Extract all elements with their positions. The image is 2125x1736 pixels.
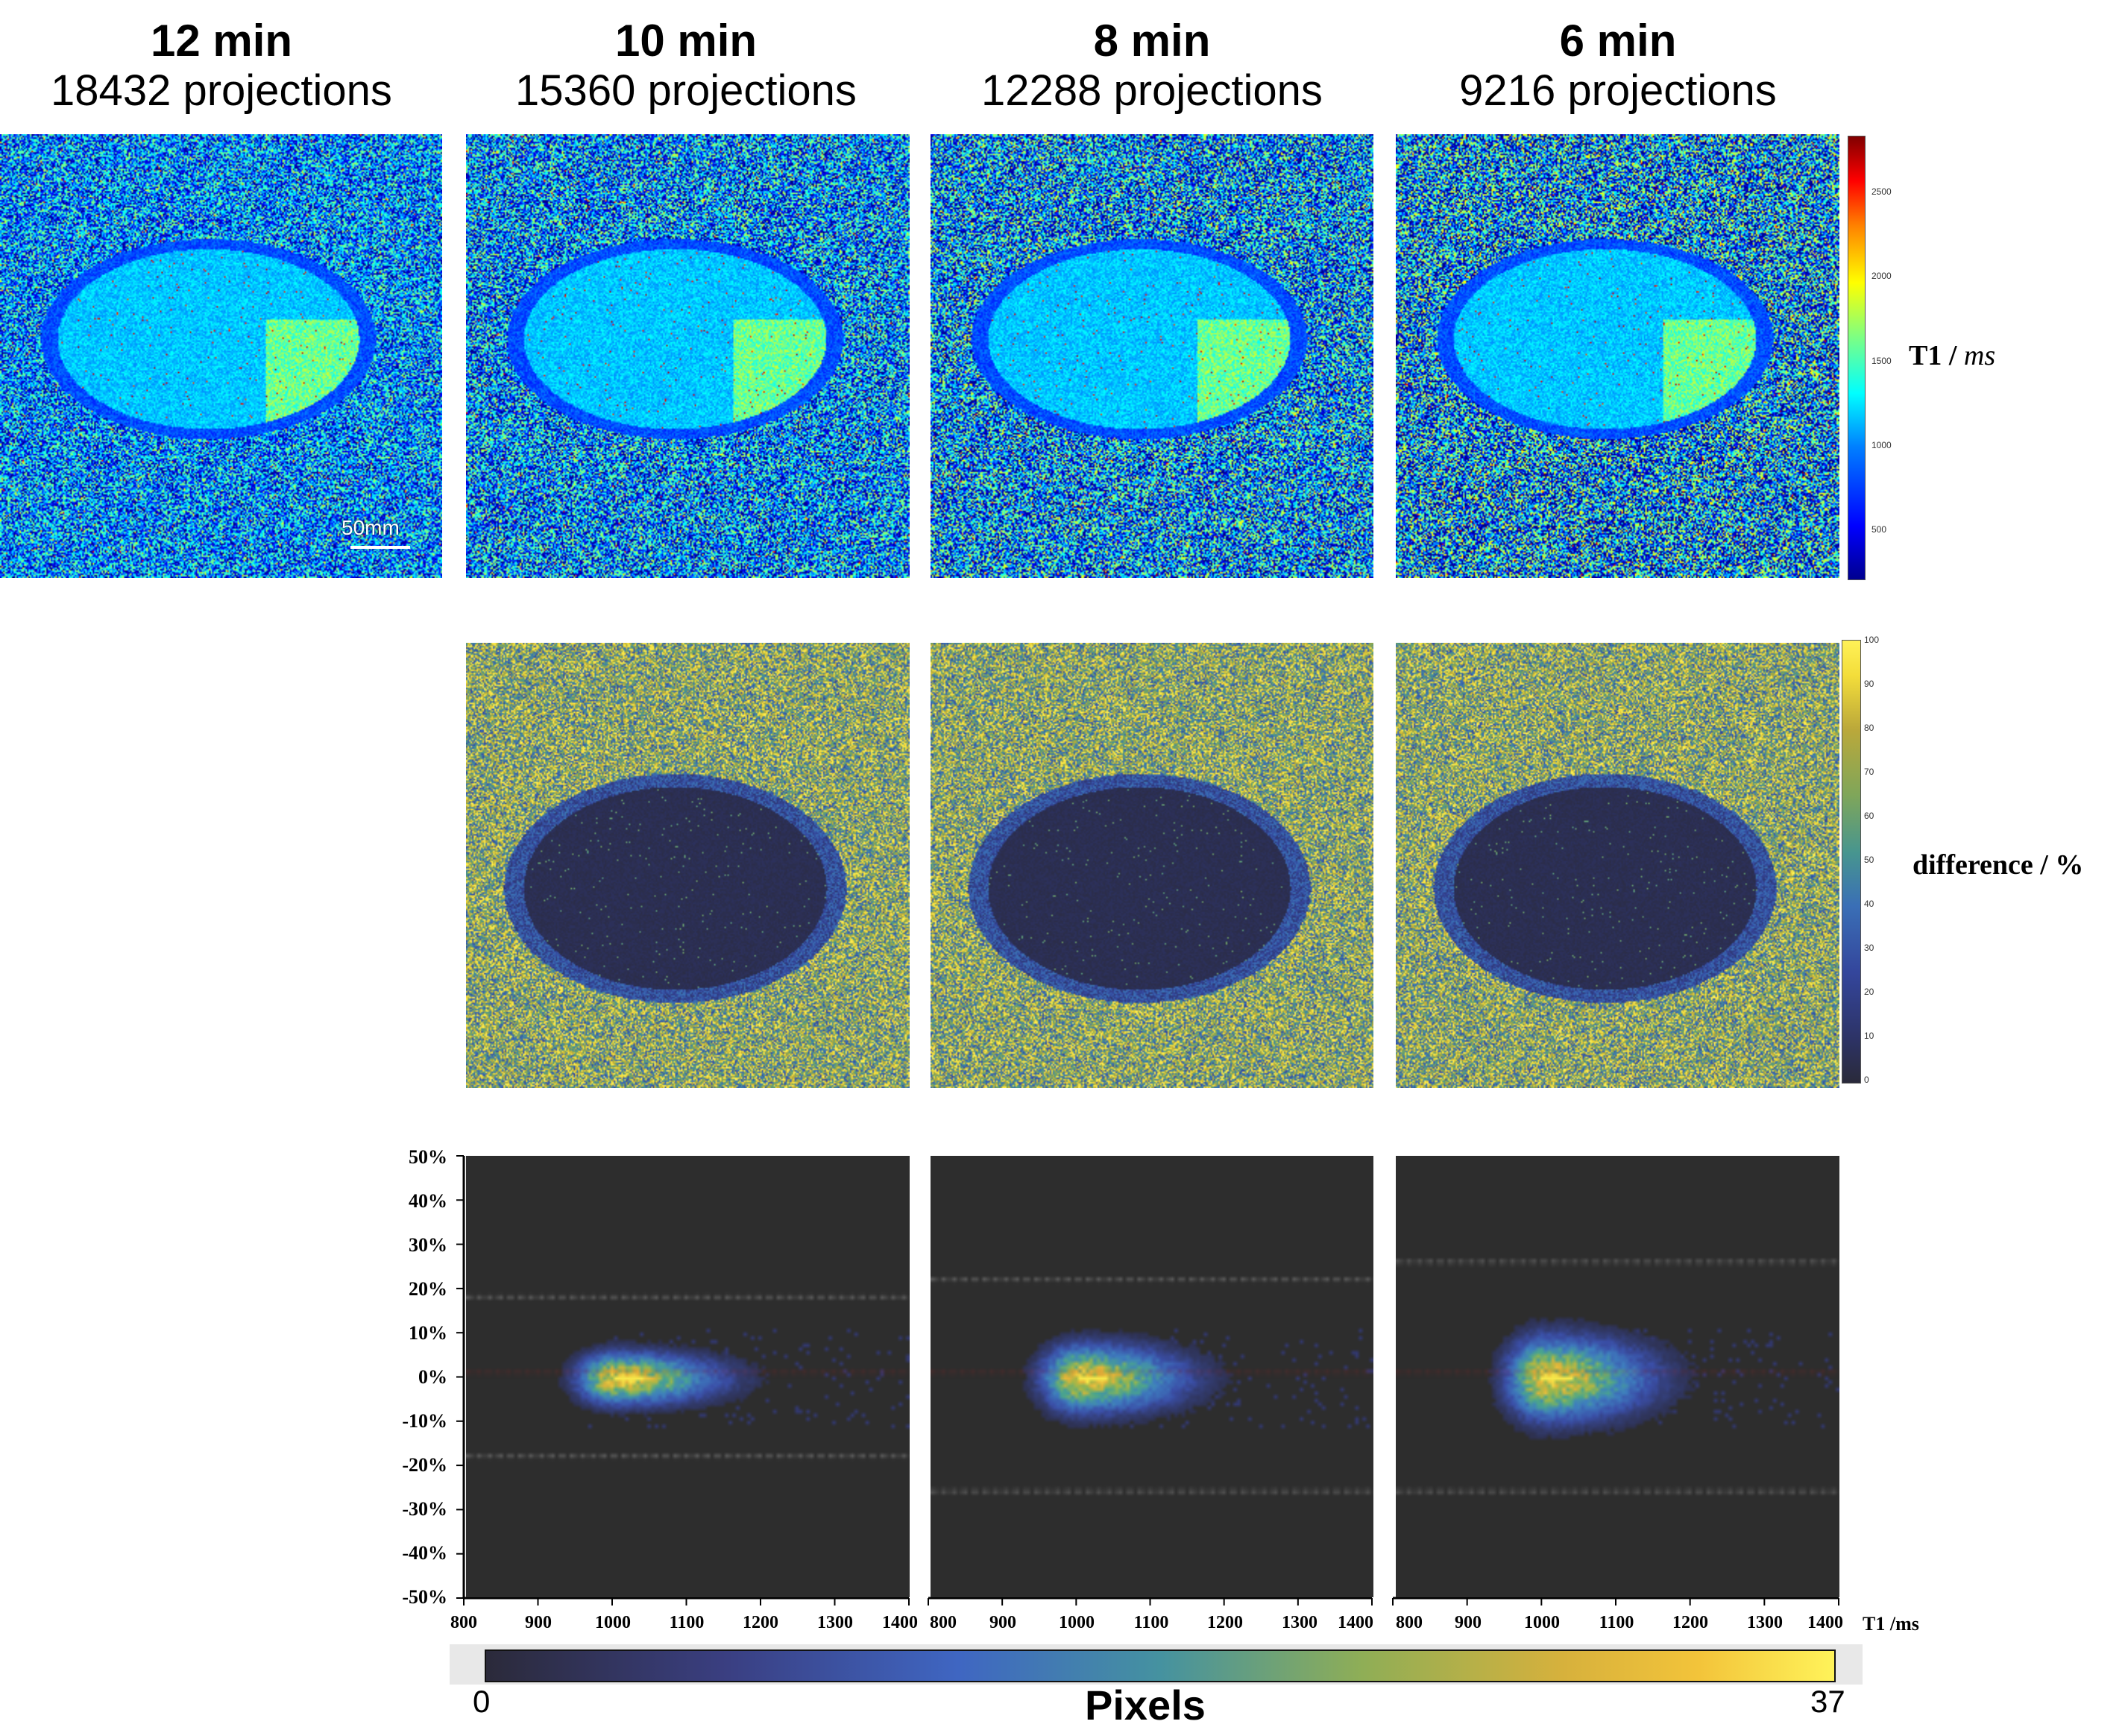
difference-tick: 60 (1864, 811, 1874, 821)
difference-tick: 90 (1864, 679, 1874, 689)
column-header-6min: 6 min 9216 projections (1394, 15, 1842, 116)
t1-colorbar-label: T1 / ms (1909, 339, 1995, 372)
histogram-6min (1396, 1156, 1839, 1597)
x-tick-label: 1200 (743, 1613, 778, 1632)
column-header-8min: 8 min 12288 projections (928, 15, 1376, 116)
difference-tick: 0 (1864, 1075, 1869, 1085)
t1-tick: 2500 (1871, 186, 1892, 197)
pixels-colorbar-min: 0 (473, 1684, 491, 1719)
difference-tick: 50 (1864, 855, 1874, 865)
column-time: 8 min (1093, 16, 1211, 66)
y-tick-label: 10% (409, 1322, 447, 1344)
x-tick-label: 1300 (817, 1613, 853, 1632)
histogram-10min (466, 1156, 910, 1597)
y-tick-label: 40% (409, 1190, 447, 1212)
histogram-8min (931, 1156, 1373, 1597)
x-tick-label: 1100 (1133, 1613, 1169, 1632)
x-tick-label: 900 (525, 1613, 552, 1632)
difference-colorbar-label: difference / % (1912, 849, 2084, 881)
difference-tick: 80 (1864, 723, 1874, 733)
x-tick-label: 800 (1396, 1613, 1423, 1632)
x-axis-label: T1 /ms (1863, 1613, 1919, 1635)
difference-tick: 20 (1864, 987, 1874, 997)
t1-map-12min: 50mm (0, 134, 442, 578)
x-tick-label: 1400 (1338, 1613, 1373, 1632)
x-tick-label: 1300 (1747, 1613, 1783, 1632)
x-tick-label: 1100 (669, 1613, 705, 1632)
column-projections: 9216 projections (1459, 66, 1777, 115)
difference-colorbar (1842, 640, 1861, 1084)
t1-colorbar (1848, 136, 1866, 580)
y-tick-label: -30% (402, 1498, 447, 1520)
difference-tick: 70 (1864, 767, 1874, 777)
x-tick-label: 1400 (1807, 1613, 1843, 1632)
column-time: 12 min (150, 16, 293, 66)
t1-label-unit: ms (1963, 340, 1996, 371)
column-time: 10 min (614, 16, 758, 66)
scale-bar (350, 546, 410, 549)
column-projections: 15360 projections (515, 66, 857, 115)
difference-tick: 10 (1864, 1031, 1874, 1041)
t1-label-main: T1 / (1909, 340, 1964, 371)
y-tick-label: -10% (402, 1410, 447, 1432)
pixels-colorbar (485, 1649, 1836, 1682)
difference-map-6min (1396, 643, 1839, 1088)
x-tick-label: 1200 (1672, 1613, 1708, 1632)
x-tick-label: 1000 (1524, 1613, 1560, 1632)
x-tick-label: 800 (450, 1613, 477, 1632)
x-tick-label: 1100 (1599, 1613, 1634, 1632)
t1-tick: 1000 (1871, 440, 1892, 450)
x-tick-label: 900 (989, 1613, 1016, 1632)
difference-tick: 30 (1864, 943, 1874, 953)
pixels-colorbar-label: Pixels (1085, 1682, 1206, 1729)
difference-map-10min (466, 643, 910, 1088)
t1-map-6min (1396, 134, 1839, 578)
difference-tick: 100 (1864, 635, 1880, 645)
t1-tick: 2000 (1871, 271, 1892, 281)
column-projections: 18432 projections (51, 66, 392, 115)
x-tick-label: 800 (930, 1613, 957, 1632)
column-projections: 12288 projections (981, 66, 1323, 115)
t1-map-10min (466, 134, 910, 578)
y-tick-label: 50% (409, 1146, 447, 1168)
column-header-12min: 12 min 18432 projections (0, 15, 445, 116)
pixels-colorbar-max: 37 (1810, 1684, 1845, 1719)
x-tick-label: 1400 (882, 1613, 918, 1632)
y-tick-label: -20% (402, 1454, 447, 1476)
difference-tick: 40 (1864, 899, 1874, 909)
y-tick-label: -40% (402, 1542, 447, 1564)
scale-bar-label: 50mm (341, 516, 400, 539)
y-tick-label: 30% (409, 1234, 447, 1256)
column-time: 6 min (1559, 16, 1677, 66)
t1-tick: 500 (1871, 524, 1887, 535)
y-tick-label: -50% (402, 1586, 447, 1608)
x-tick-label: 900 (1455, 1613, 1482, 1632)
x-tick-label: 1300 (1282, 1613, 1318, 1632)
x-tick-label: 1000 (595, 1613, 631, 1632)
column-header-10min: 10 min 15360 projections (462, 15, 910, 116)
x-tick-label: 1000 (1059, 1613, 1095, 1632)
difference-map-8min (931, 643, 1373, 1088)
x-tick-label: 1200 (1207, 1613, 1243, 1632)
t1-map-8min (931, 134, 1373, 578)
y-tick-label: 20% (409, 1278, 447, 1300)
y-tick-label: 0% (418, 1366, 447, 1388)
t1-tick: 1500 (1871, 356, 1892, 366)
